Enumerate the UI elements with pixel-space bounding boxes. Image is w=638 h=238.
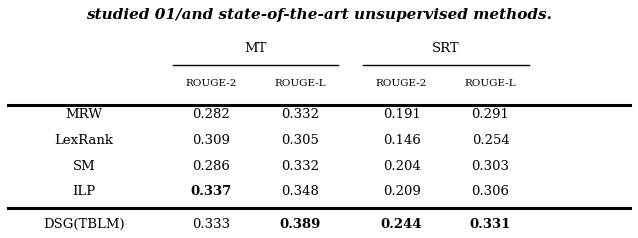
Text: 0.254: 0.254 xyxy=(471,134,509,147)
Text: 0.204: 0.204 xyxy=(383,159,420,173)
Text: 0.209: 0.209 xyxy=(383,185,420,198)
Text: 0.303: 0.303 xyxy=(471,159,510,173)
Text: 0.348: 0.348 xyxy=(281,185,319,198)
Text: 0.389: 0.389 xyxy=(279,218,321,231)
Text: 0.305: 0.305 xyxy=(281,134,319,147)
Text: MRW: MRW xyxy=(66,108,103,121)
Text: 0.332: 0.332 xyxy=(281,159,319,173)
Text: studied 01/and state-of-the-art unsupervised methods.: studied 01/and state-of-the-art unsuperv… xyxy=(86,8,552,22)
Text: MT: MT xyxy=(244,42,267,55)
Text: 0.244: 0.244 xyxy=(381,218,422,231)
Text: 0.333: 0.333 xyxy=(192,218,230,231)
Text: 0.332: 0.332 xyxy=(281,108,319,121)
Text: SM: SM xyxy=(73,159,95,173)
Text: 0.291: 0.291 xyxy=(471,108,510,121)
Text: ROUGE-2: ROUGE-2 xyxy=(376,79,427,88)
Text: 0.191: 0.191 xyxy=(383,108,420,121)
Text: DSG(TBLM): DSG(TBLM) xyxy=(43,218,125,231)
Text: 0.282: 0.282 xyxy=(192,108,230,121)
Text: 0.309: 0.309 xyxy=(192,134,230,147)
Text: 0.337: 0.337 xyxy=(190,185,232,198)
Text: 0.286: 0.286 xyxy=(192,159,230,173)
Text: LexRank: LexRank xyxy=(54,134,114,147)
Text: ROUGE-2: ROUGE-2 xyxy=(185,79,237,88)
Text: 0.146: 0.146 xyxy=(383,134,420,147)
Text: SRT: SRT xyxy=(432,42,460,55)
Text: ROUGE-L: ROUGE-L xyxy=(464,79,516,88)
Text: 0.306: 0.306 xyxy=(471,185,510,198)
Text: 0.331: 0.331 xyxy=(470,218,511,231)
Text: ILP: ILP xyxy=(72,185,96,198)
Text: ROUGE-L: ROUGE-L xyxy=(274,79,326,88)
